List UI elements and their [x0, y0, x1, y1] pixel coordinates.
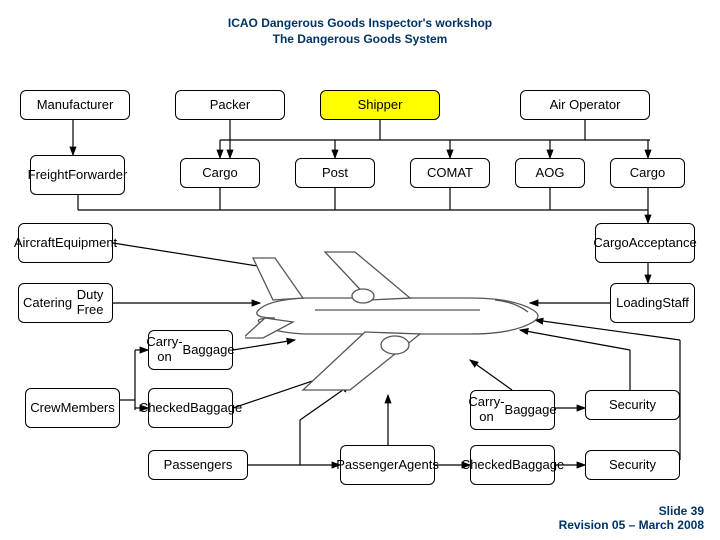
footer: Slide 39 Revision 05 – March 2008: [559, 504, 704, 532]
airplane-icon: [245, 240, 555, 395]
slide-number: Slide 39: [559, 504, 704, 518]
node-passengers: Passengers: [148, 450, 248, 480]
node-cargo2: Cargo: [610, 158, 685, 188]
node-security1: Security: [585, 390, 680, 420]
node-comat: COMAT: [410, 158, 490, 188]
node-cargo-accept: CargoAcceptance: [595, 223, 695, 263]
node-air-operator: Air Operator: [520, 90, 650, 120]
node-carryon-l: Carry-onBaggage: [148, 330, 233, 370]
node-aog: AOG: [515, 158, 585, 188]
node-carryon-r: Carry-onBaggage: [470, 390, 555, 430]
node-checked-r: CheckedBaggage: [470, 445, 555, 485]
node-loading-staff: LoadingStaff: [610, 283, 695, 323]
node-security2: Security: [585, 450, 680, 480]
node-checked-l: CheckedBaggage: [148, 388, 233, 428]
node-cargo1: Cargo: [180, 158, 260, 188]
node-manufacturer: Manufacturer: [20, 90, 130, 120]
node-shipper: Shipper: [320, 90, 440, 120]
node-pax-agents: PassengerAgents: [340, 445, 435, 485]
revision: Revision 05 – March 2008: [559, 518, 704, 532]
node-catering: CateringDuty Free: [18, 283, 113, 323]
node-post: Post: [295, 158, 375, 188]
title-line-2: The Dangerous Goods System: [0, 32, 720, 46]
node-freight-fwd: FreightForwarder: [30, 155, 125, 195]
title-line-1: ICAO Dangerous Goods Inspector's worksho…: [0, 16, 720, 30]
node-aircraft-eq: AircraftEquipment: [18, 223, 113, 263]
node-crew: CrewMembers: [25, 388, 120, 428]
node-packer: Packer: [175, 90, 285, 120]
